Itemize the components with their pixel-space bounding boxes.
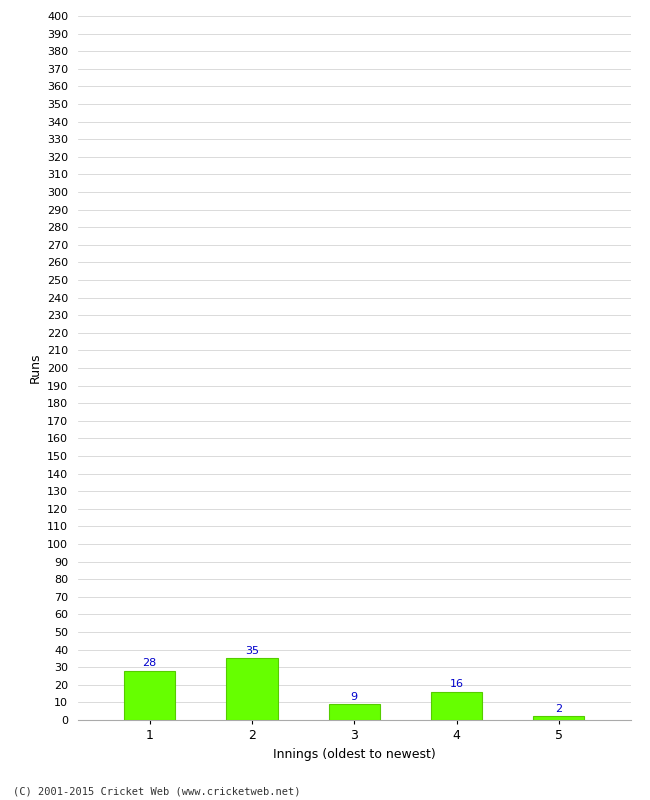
Text: (C) 2001-2015 Cricket Web (www.cricketweb.net): (C) 2001-2015 Cricket Web (www.cricketwe… [13, 786, 300, 796]
Text: 35: 35 [245, 646, 259, 656]
Text: 9: 9 [351, 691, 358, 702]
X-axis label: Innings (oldest to newest): Innings (oldest to newest) [273, 747, 436, 761]
Y-axis label: Runs: Runs [29, 353, 42, 383]
Bar [226, 658, 278, 720]
Text: 28: 28 [142, 658, 157, 668]
Text: 16: 16 [450, 679, 463, 690]
Bar [431, 692, 482, 720]
Bar [533, 717, 584, 720]
Bar [329, 704, 380, 720]
Text: 2: 2 [555, 704, 562, 714]
Bar [124, 670, 176, 720]
